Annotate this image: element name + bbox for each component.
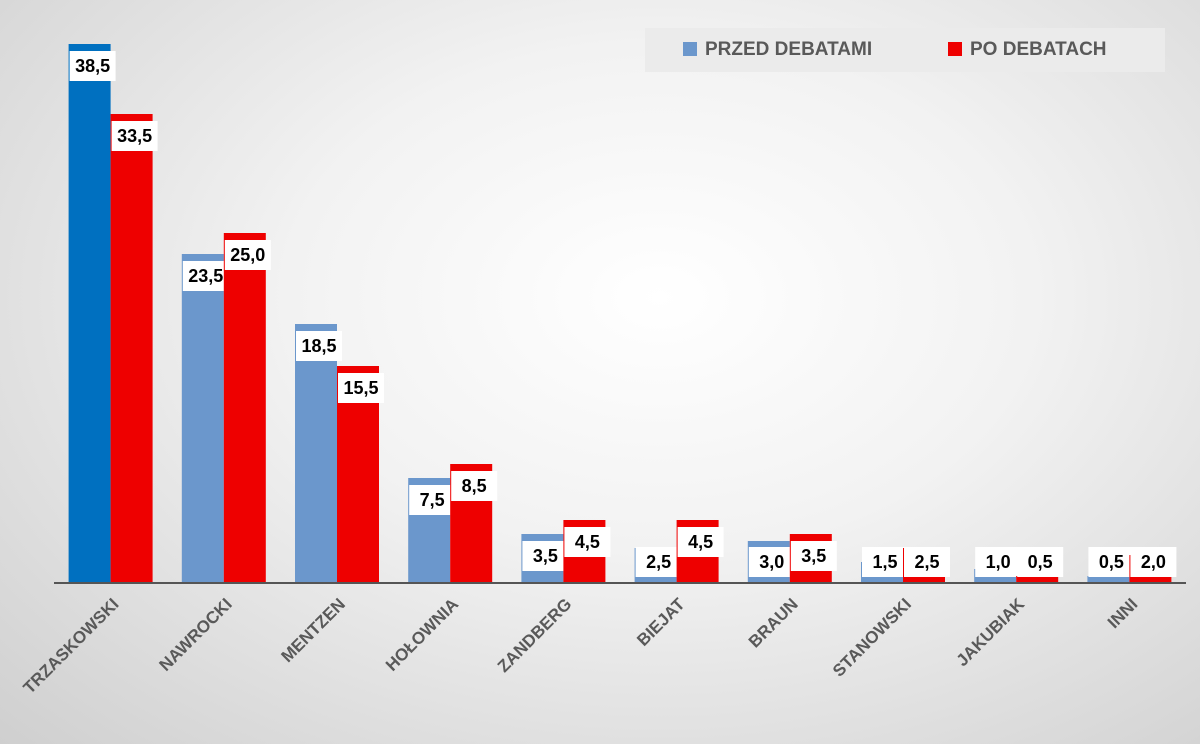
value-label: 1,5 [872, 552, 897, 572]
bar [110, 114, 153, 583]
value-label: 4,5 [688, 532, 713, 552]
value-label-box [1017, 547, 1064, 577]
value-label: 8,5 [462, 476, 487, 496]
value-label-box [862, 547, 908, 577]
value-label: 2,5 [914, 552, 939, 572]
value-label: 23,5 [188, 266, 223, 286]
value-label-box [1088, 547, 1135, 577]
value-label: 15,5 [343, 378, 378, 398]
legend: PRZED DEBATAMI PO DEBATACH [645, 28, 1165, 72]
value-label: 3,0 [759, 552, 784, 572]
value-label-box [338, 373, 384, 403]
value-label-box [111, 121, 158, 151]
x-tick-label: MENTZEN [277, 595, 349, 667]
value-label: 7,5 [420, 490, 445, 510]
value-label: 0,5 [1099, 552, 1124, 572]
x-tick-label: NAWROCKI [156, 595, 236, 675]
bar [1087, 576, 1130, 583]
x-tick-label: STANOWSKI [829, 595, 915, 681]
value-label: 1,0 [986, 552, 1011, 572]
legend-swatch [683, 42, 697, 56]
value-label: 38,5 [75, 56, 110, 76]
x-tick-label: HOŁOWNIA [382, 595, 462, 675]
value-label: 25,0 [230, 245, 265, 265]
value-label: 2,5 [646, 552, 671, 572]
x-tick-label: ZANDBERG [494, 595, 576, 677]
value-label-box [69, 51, 116, 81]
value-label: 0,5 [1028, 552, 1053, 572]
value-label: 4,5 [575, 532, 600, 552]
value-label: 18,5 [301, 336, 336, 356]
value-label-box [451, 471, 498, 501]
value-label-box [224, 240, 271, 270]
bar [1016, 576, 1059, 583]
value-label-box [409, 485, 456, 515]
bar [295, 324, 337, 583]
value-label-box [182, 261, 229, 291]
legend-label: PO DEBATACH [970, 39, 1107, 60]
value-label-box [635, 547, 682, 577]
value-label-box [522, 541, 569, 571]
x-tick-label: BIEJAT [633, 594, 689, 650]
value-label: 33,5 [117, 126, 152, 146]
value-label-box [975, 547, 1022, 577]
value-label: 2,0 [1141, 552, 1166, 572]
bar [223, 233, 266, 583]
value-label-box [748, 547, 795, 577]
value-label-box [790, 541, 837, 571]
x-tick-label: TRZASKOWSKI [20, 595, 123, 698]
x-tick-label: JAKUBIAK [953, 594, 1029, 670]
x-tick-label: BRAUN [745, 595, 802, 652]
x-tick-label: INNI [1104, 595, 1141, 632]
bar [68, 44, 111, 583]
value-label: 3,5 [533, 546, 558, 566]
value-label-box [904, 547, 950, 577]
legend-swatch [948, 42, 962, 56]
legend-label: PRZED DEBATAMI [705, 39, 872, 60]
value-label-box [1130, 547, 1177, 577]
legend-box [645, 28, 1165, 72]
value-label-box [296, 331, 342, 361]
bar [181, 254, 224, 583]
value-label-box [677, 527, 724, 557]
value-label: 3,5 [801, 546, 826, 566]
value-label-box [564, 527, 611, 557]
